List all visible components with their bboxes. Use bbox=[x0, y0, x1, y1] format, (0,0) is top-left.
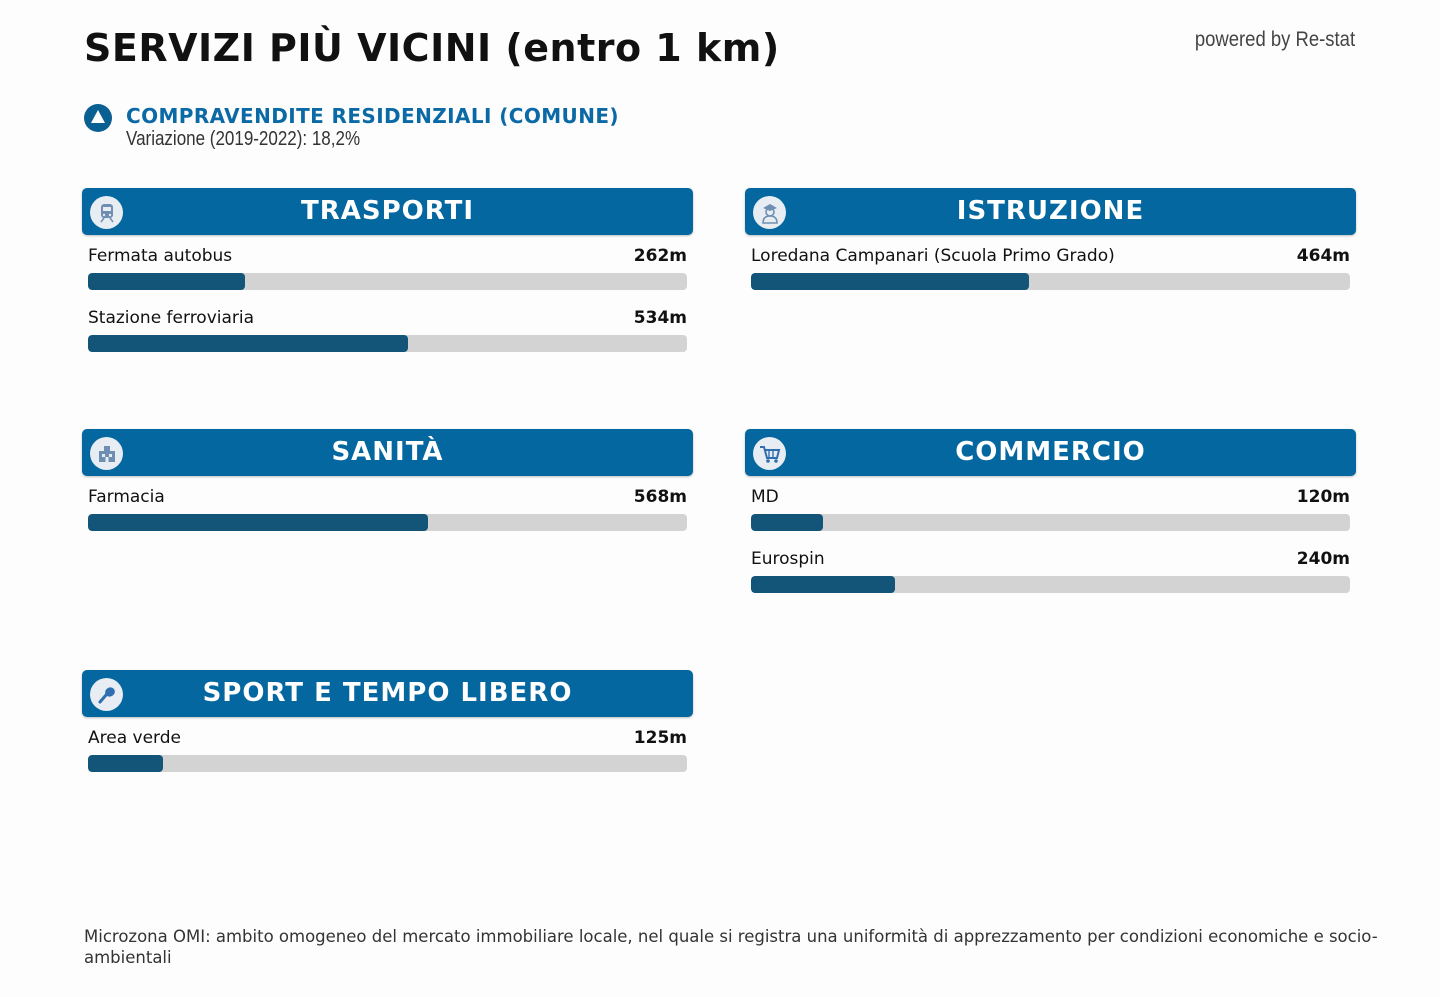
distance-bar-fill bbox=[751, 273, 1029, 290]
panel-header: SPORT E TEMPO LIBERO bbox=[82, 670, 693, 717]
panel-sanita: SANITÀ Farmacia 568m bbox=[82, 429, 693, 538]
panel-sport: SPORT E TEMPO LIBERO Area verde 125m bbox=[82, 670, 693, 779]
distance-bar bbox=[88, 514, 687, 531]
panel-title: TRASPORTI bbox=[300, 196, 475, 226]
compravendite-variation: Variazione (2019-2022): 18,2% bbox=[126, 128, 361, 150]
page-title: SERVIZI PIÙ VICINI (entro 1 km) bbox=[84, 26, 780, 70]
service-name: Area verde bbox=[88, 728, 181, 748]
distance-bar bbox=[88, 273, 687, 290]
distance-bar bbox=[751, 273, 1350, 290]
student-icon bbox=[753, 196, 786, 229]
distance-bar bbox=[88, 755, 687, 772]
service-row: Area verde 125m bbox=[82, 717, 693, 779]
panel-trasporti: TRASPORTI Fermata autobus 262m Stazione … bbox=[82, 188, 693, 359]
service-name: Fermata autobus bbox=[88, 246, 233, 266]
panel-title: SANITÀ bbox=[331, 437, 444, 467]
service-distance: 568m bbox=[633, 487, 687, 507]
service-name: Stazione ferroviaria bbox=[88, 308, 255, 328]
distance-bar-fill bbox=[751, 576, 895, 593]
service-row: Loredana Campanari (Scuola Primo Grado) … bbox=[745, 235, 1356, 297]
distance-bar bbox=[751, 576, 1350, 593]
powered-by-label: powered by Re-stat bbox=[1194, 28, 1355, 51]
distance-bar bbox=[751, 514, 1350, 531]
service-name: Farmacia bbox=[88, 487, 165, 507]
panel-title: SPORT E TEMPO LIBERO bbox=[202, 678, 573, 708]
distance-bar-fill bbox=[88, 273, 245, 290]
panel-header: ISTRUZIONE bbox=[745, 188, 1356, 235]
service-distance: 240m bbox=[1296, 549, 1350, 569]
service-distance: 534m bbox=[633, 308, 687, 328]
footer-note: Microzona OMI: ambito omogeneo del merca… bbox=[84, 927, 1378, 967]
service-row: Stazione ferroviaria 534m bbox=[82, 297, 693, 359]
service-name: Eurospin bbox=[751, 549, 825, 569]
triangle-up-icon bbox=[84, 104, 112, 132]
service-row: MD 120m bbox=[745, 476, 1356, 538]
compravendite-title: COMPRAVENDITE RESIDENZIALI (COMUNE) bbox=[126, 104, 619, 128]
service-distance: 262m bbox=[633, 246, 687, 266]
service-row: Fermata autobus 262m bbox=[82, 235, 693, 297]
panel-header: COMMERCIO bbox=[745, 429, 1356, 476]
panel-istruzione: ISTRUZIONE Loredana Campanari (Scuola Pr… bbox=[745, 188, 1356, 297]
service-distance: 120m bbox=[1296, 487, 1350, 507]
distance-bar-fill bbox=[88, 755, 163, 772]
service-name: Loredana Campanari (Scuola Primo Grado) bbox=[751, 246, 1115, 266]
hospital-icon bbox=[90, 437, 123, 470]
service-distance: 464m bbox=[1296, 246, 1350, 266]
distance-bar-fill bbox=[751, 514, 823, 531]
service-row: Eurospin 240m bbox=[745, 538, 1356, 600]
tennis-racket-icon bbox=[90, 678, 123, 711]
panel-commercio: COMMERCIO MD 120m Eurospin 240m bbox=[745, 429, 1356, 600]
train-icon bbox=[90, 196, 123, 229]
service-distance: 125m bbox=[633, 728, 687, 748]
distance-bar-fill bbox=[88, 335, 408, 352]
distance-bar bbox=[88, 335, 687, 352]
panel-header: SANITÀ bbox=[82, 429, 693, 476]
panel-title: ISTRUZIONE bbox=[956, 196, 1145, 226]
distance-bar-fill bbox=[88, 514, 429, 531]
panel-header: TRASPORTI bbox=[82, 188, 693, 235]
panel-title: COMMERCIO bbox=[955, 437, 1146, 467]
shopping-cart-icon bbox=[753, 437, 786, 470]
service-row: Farmacia 568m bbox=[82, 476, 693, 538]
service-name: MD bbox=[751, 487, 779, 507]
